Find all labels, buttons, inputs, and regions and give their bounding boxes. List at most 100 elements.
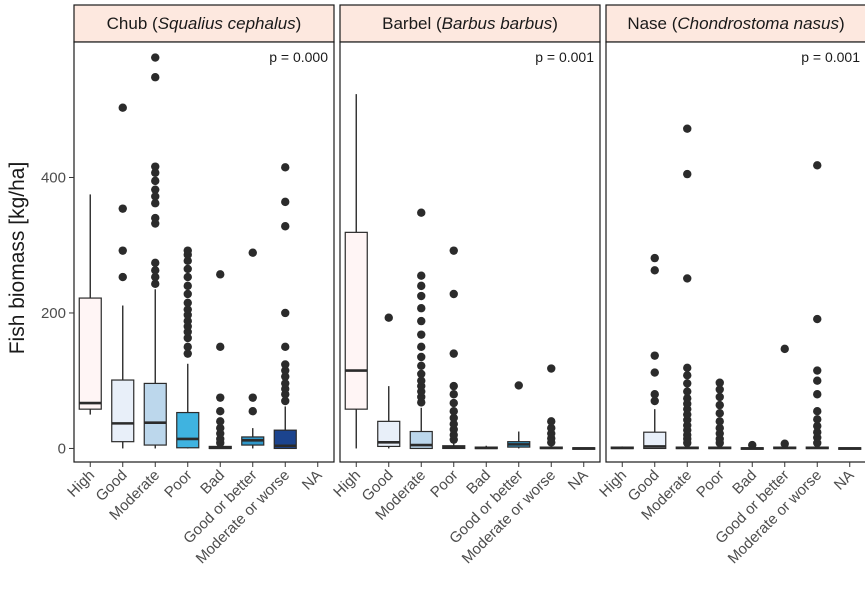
outlier-point [183, 289, 192, 299]
outlier-point [248, 393, 257, 402]
iqr-box [111, 379, 135, 443]
outlier-point [650, 253, 659, 263]
outlier-point [417, 281, 426, 291]
panel-barbel: Barbel (Barbus barbus)p = 0.001HighGoodM… [330, 4, 601, 567]
box-bad [474, 445, 498, 450]
strip-header [73, 4, 335, 43]
outlier-point [384, 313, 393, 322]
outlier-point [183, 333, 192, 343]
strip-title: Chub (Squalius cephalus) [107, 14, 302, 33]
outlier-point [183, 281, 192, 291]
iqr-box [344, 231, 368, 410]
outlier-point [118, 103, 127, 112]
outlier-point [449, 246, 458, 255]
iqr-box [377, 420, 401, 448]
outlier-point [715, 385, 724, 394]
outlier-point [449, 398, 458, 408]
outlier-point [650, 368, 659, 377]
outlier-point [449, 381, 458, 391]
p-value-label: p = 0.001 [801, 49, 860, 65]
box-good-or-better [241, 248, 265, 449]
outlier-point [183, 272, 192, 282]
iqr-box [78, 297, 102, 410]
outlier-point [813, 427, 822, 437]
outlier-point [281, 163, 290, 172]
outlier-point [683, 363, 692, 373]
outlier-point [813, 366, 822, 375]
x-tick-label: NA [299, 467, 326, 494]
box-moderate [143, 53, 167, 449]
outlier-point [650, 396, 659, 406]
outlier-point [813, 376, 822, 385]
outlier-point [547, 417, 556, 426]
outlier-point [514, 381, 523, 390]
box-poor [176, 246, 200, 449]
panels: Chub (Squalius cephalus)p = 0.000HighGoo… [41, 4, 865, 567]
outlier-point [118, 246, 127, 255]
outlier-point [281, 379, 290, 388]
box-high [78, 194, 102, 415]
outlier-point [715, 423, 724, 433]
x-tick-label: NA [831, 467, 858, 494]
outlier-point [715, 417, 724, 426]
box-na [838, 447, 862, 450]
outlier-point [650, 266, 659, 275]
y-axis-title: Fish biomass [kg/ha] [6, 162, 29, 355]
outlier-point [683, 379, 692, 388]
outlier-point [216, 406, 225, 416]
outlier-point [151, 53, 160, 62]
outlier-point [151, 266, 160, 275]
outlier-point [417, 208, 426, 217]
box-good [111, 103, 135, 449]
outlier-point [449, 289, 458, 299]
y-tick-label: 0 [58, 440, 66, 457]
outlier-point [183, 305, 192, 314]
outlier-point [715, 378, 724, 387]
outlier-point [248, 248, 257, 257]
box-moderate [675, 124, 699, 450]
outlier-point [417, 304, 426, 313]
outlier-point [216, 393, 225, 402]
outlier-point [151, 162, 160, 171]
box-poor [442, 246, 466, 450]
box-moderate-or-worse [805, 161, 829, 450]
outlier-point [281, 342, 290, 352]
outlier-point [248, 406, 257, 416]
x-tick-label: NA [565, 467, 592, 494]
outlier-point [650, 390, 659, 399]
outlier-point [547, 423, 556, 433]
outlier-point [547, 364, 556, 373]
outlier-point [683, 394, 692, 403]
outlier-point [715, 392, 724, 402]
outlier-point [715, 409, 724, 418]
outlier-point [183, 264, 192, 274]
outlier-point [417, 376, 426, 385]
outlier-point [183, 298, 192, 308]
box-moderate [409, 208, 433, 450]
y-tick-label: 200 [41, 305, 66, 322]
strip-title: Nase (Chondrostoma nasus) [627, 14, 844, 33]
outlier-point [417, 271, 426, 280]
outlier-point [281, 360, 290, 369]
outlier-point [216, 270, 225, 279]
outlier-point [449, 390, 458, 399]
outlier-point [813, 421, 822, 431]
outlier-point [281, 222, 290, 231]
outlier-point [281, 372, 290, 381]
p-value-label: p = 0.001 [535, 49, 594, 65]
outlier-point [151, 168, 160, 177]
box-na [572, 447, 596, 450]
outlier-point [715, 400, 724, 410]
outlier-point [417, 361, 426, 371]
outlier-point [281, 396, 290, 406]
outlier-point [151, 272, 160, 282]
outlier-point [683, 371, 692, 380]
outlier-point [650, 351, 659, 360]
outlier-point [813, 390, 822, 399]
outlier-point [151, 258, 160, 268]
outlier-point [417, 291, 426, 301]
iqr-box [143, 382, 167, 446]
outlier-point [683, 169, 692, 179]
outlier-point [183, 316, 192, 326]
